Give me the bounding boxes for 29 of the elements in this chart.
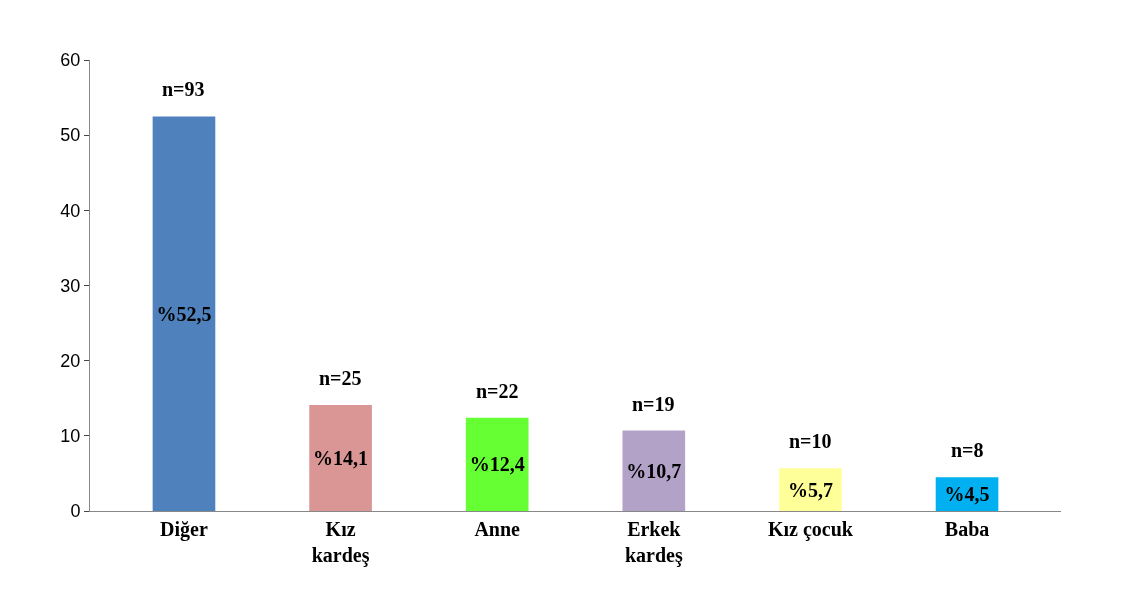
y-tick-label: 60: [60, 50, 81, 71]
x-tick-label: Anne: [474, 518, 521, 540]
annotation: n=25: [319, 367, 362, 389]
annotation: n=10: [789, 430, 832, 452]
annotation: n=22: [476, 380, 519, 402]
data-label: %4,5: [944, 483, 990, 506]
x-tick-label: Erkek kardeş: [624, 518, 683, 567]
x-tick-label: Baba: [944, 518, 990, 540]
y-tick-label: 10: [60, 426, 81, 447]
data-label: %10,7: [626, 459, 682, 482]
data-label: %52,5: [156, 302, 212, 325]
data-label: %12,4: [469, 453, 525, 476]
x-tick-label: Kız çocuk: [767, 518, 854, 541]
y-tick-label: 30: [60, 275, 81, 296]
bar: [309, 405, 372, 511]
x-tick-label: Kız kardeş: [311, 518, 370, 567]
bar: [152, 116, 216, 511]
bar: [465, 417, 529, 511]
y-tick-label: 40: [60, 200, 81, 221]
data-label: %14,1: [313, 447, 369, 470]
annotation: n=8: [951, 439, 984, 461]
annotation: n=19: [632, 393, 675, 415]
data-label: %5,7: [787, 478, 833, 501]
y-tick-label: 50: [60, 125, 81, 146]
bar: [622, 430, 686, 511]
y-tick-label: 20: [60, 350, 81, 371]
x-tick-label: Diğer: [160, 518, 208, 541]
y-tick-label: 0: [70, 501, 81, 522]
annotation: n=93: [162, 78, 205, 100]
